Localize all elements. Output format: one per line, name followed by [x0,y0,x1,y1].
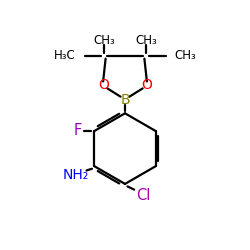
Text: Cl: Cl [136,188,150,202]
Text: CH₃: CH₃ [135,34,157,47]
Text: B: B [120,94,130,108]
Text: NH₂: NH₂ [63,168,89,182]
Text: F: F [74,124,82,138]
Text: CH₃: CH₃ [93,34,115,47]
Text: CH₃: CH₃ [175,49,197,62]
Text: O: O [98,78,109,92]
Text: O: O [141,78,152,92]
Text: H₃C: H₃C [54,49,75,62]
